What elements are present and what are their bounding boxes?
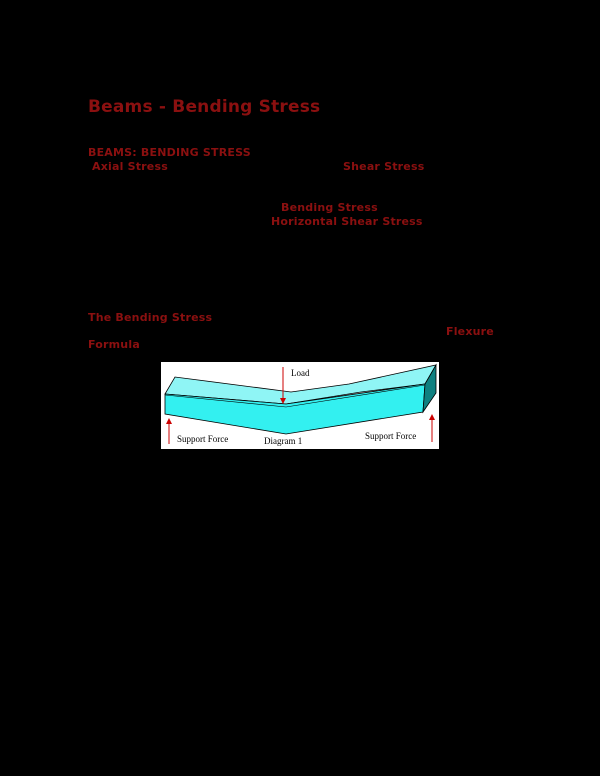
support-arrow-right-icon: [429, 414, 435, 442]
load-arrow-icon: [280, 367, 286, 404]
support-left-label: Support Force: [177, 434, 228, 444]
term-bending-stress: Bending Stress: [281, 201, 378, 214]
document-title: Beams - Bending Stress: [88, 97, 321, 117]
term-horizontal-shear-stress: Horizontal Shear Stress: [271, 215, 423, 228]
diagram-caption: Diagram 1: [264, 436, 302, 446]
section-heading: BEAMS: BENDING STRESS: [88, 146, 251, 159]
support-right-label: Support Force: [365, 431, 416, 441]
term-axial-stress: Axial Stress: [92, 160, 168, 173]
term-shear-stress: Shear Stress: [343, 160, 425, 173]
formula-label: Formula: [88, 338, 140, 351]
support-arrow-left-icon: [166, 418, 172, 444]
beam-illustration: Load Support Force Diagram 1 Support For…: [164, 363, 437, 446]
term-flexure: Flexure: [446, 325, 494, 338]
load-label: Load: [291, 368, 310, 378]
beam-diagram: Load Support Force Diagram 1 Support For…: [161, 362, 439, 449]
subsection-heading: The Bending Stress: [88, 311, 213, 324]
